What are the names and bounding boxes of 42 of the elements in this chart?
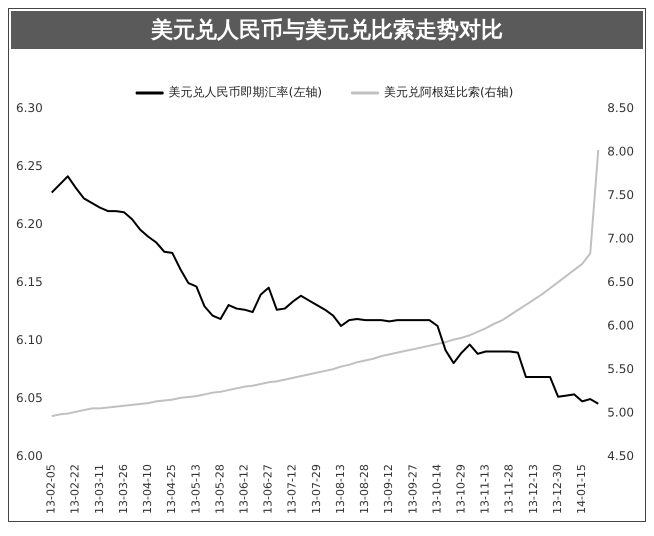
x-tick-label: 13-03-26 [116, 464, 130, 514]
y2-tick-label: 7.50 [607, 188, 634, 202]
x-tick-label: 13-10-29 [454, 464, 468, 514]
y-tick-label: 6.25 [16, 159, 43, 174]
y-tick-label: 6.00 [16, 449, 43, 464]
x-tick-label: 13-02-22 [68, 464, 82, 514]
x-tick-label: 13-04-25 [165, 464, 178, 514]
x-tick-label: 13-07-29 [310, 464, 323, 514]
y2-tick-label: 8.50 [607, 101, 634, 116]
x-tick-label: 13-11-28 [502, 464, 516, 514]
y2-tick-label: 6.00 [607, 318, 634, 333]
legend-label: 美元兑阿根廷比索(右轴) [384, 85, 514, 100]
y-tick-label: 6.20 [16, 217, 43, 232]
x-tick-label: 13-02-05 [44, 464, 58, 514]
y2-tick-label: 4.50 [607, 449, 634, 464]
x-tick-label: 13-09-27 [406, 464, 420, 514]
x-tick-label: 13-10-14 [430, 464, 444, 514]
y2-tick-label: 6.50 [607, 275, 634, 290]
x-tick-label: 13-04-10 [141, 464, 154, 514]
x-tick-label: 13-07-12 [286, 464, 299, 514]
x-tick-label: 13-06-12 [237, 464, 250, 514]
x-tick-label: 13-09-12 [382, 464, 396, 514]
y-tick-label: 6.30 [16, 101, 43, 116]
x-tick-label: 13-08-13 [334, 464, 347, 514]
y2-tick-label: 8.00 [607, 144, 634, 159]
y2-tick-label: 5.00 [607, 406, 634, 420]
y-tick-label: 6.10 [16, 333, 43, 348]
x-tick-label: 13-12-30 [550, 464, 564, 514]
x-tick-label: 13-08-28 [358, 464, 372, 514]
x-tick-label: 13-06-27 [262, 464, 275, 514]
y2-tick-label: 5.50 [607, 362, 634, 376]
legend-label: 美元兑人民币即期汇率(左轴) [168, 85, 322, 100]
chart-title: 美元兑人民币与美元兑比索走势对比 [11, 11, 643, 49]
x-tick-label: 13-03-11 [92, 464, 106, 514]
y-tick-label: 6.05 [16, 391, 43, 406]
x-tick-label: 13-11-13 [478, 464, 492, 514]
x-tick-label: 13-12-13 [526, 464, 540, 514]
y2-tick-label: 7.00 [607, 232, 634, 246]
y-tick-label: 6.15 [16, 275, 43, 290]
x-tick-label: 14-01-15 [575, 464, 588, 514]
x-tick-label: 13-05-28 [213, 464, 226, 514]
x-tick-label: 13-05-13 [189, 464, 202, 514]
